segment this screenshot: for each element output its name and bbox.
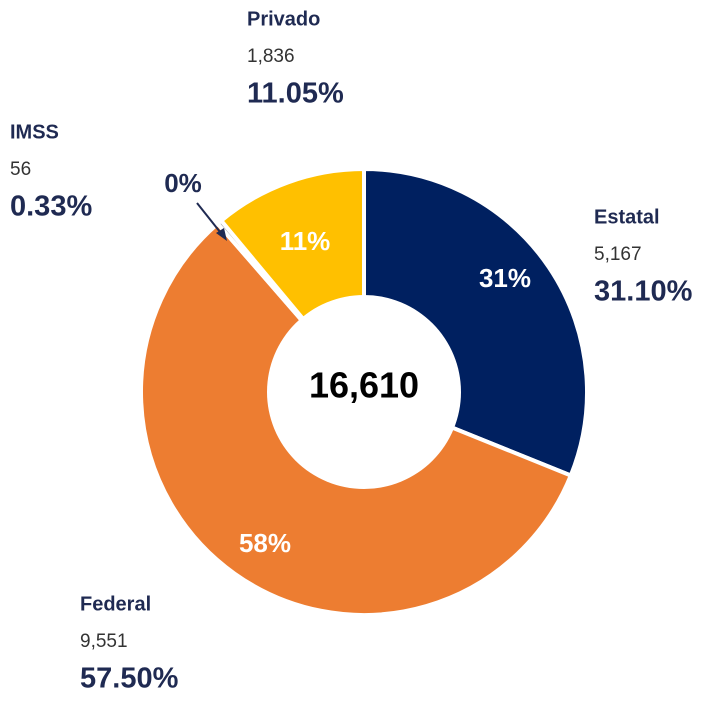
value-label: 1,836 <box>247 46 295 67</box>
category-label: IMSS <box>10 121 59 143</box>
inner-label: 11% <box>280 226 331 256</box>
value-label: 5,167 <box>594 244 642 265</box>
inner-label: 58% <box>239 528 291 558</box>
pointer-arrow <box>216 228 227 241</box>
percent-label: 0.33% <box>10 191 92 223</box>
value-label: 56 <box>10 159 31 180</box>
category-label: Federal <box>80 593 151 615</box>
center-label: 16,610 <box>309 365 419 406</box>
inner-label: 0% <box>164 168 202 198</box>
category-label: Privado <box>247 8 320 30</box>
percent-label: 57.50% <box>80 663 179 695</box>
donut-hole <box>267 295 461 489</box>
category-label: Estatal <box>594 206 660 228</box>
percent-label: 31.10% <box>594 276 693 308</box>
inner-label: 31% <box>479 263 531 293</box>
percent-label: 11.05% <box>247 78 344 110</box>
value-label: 9,551 <box>80 631 128 652</box>
